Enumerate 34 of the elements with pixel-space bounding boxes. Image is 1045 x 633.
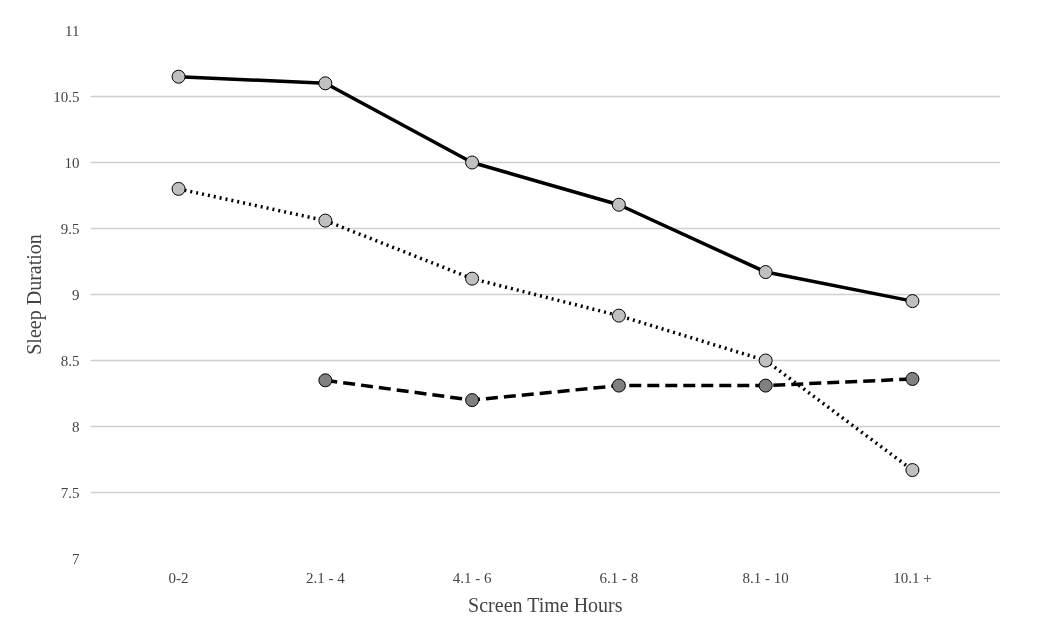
- y-tick-label: 11: [65, 22, 80, 39]
- point: [905, 371, 920, 386]
- x-tick-label: 8.1 - 10: [742, 569, 789, 586]
- point: [171, 181, 186, 196]
- point: [465, 393, 480, 408]
- point: [758, 353, 773, 368]
- point: [611, 378, 626, 393]
- point: [318, 76, 333, 91]
- point: [318, 373, 333, 388]
- point: [465, 271, 480, 286]
- y-tick-label: 9: [72, 286, 80, 303]
- y-tick-label: 8: [72, 418, 80, 435]
- point: [905, 294, 920, 309]
- y-tick-label: 10: [64, 154, 80, 171]
- point: [318, 213, 333, 228]
- x-tick-label: 2.1 - 4: [305, 569, 346, 586]
- y-tick-label: 8.5: [60, 352, 80, 369]
- x-tick-label: 6.1 - 8: [599, 569, 639, 586]
- point: [611, 308, 626, 323]
- point: [758, 265, 773, 280]
- x-axis-title: Screen Time Hours: [468, 593, 623, 616]
- point: [171, 69, 186, 84]
- y-axis-title: Sleep Duration: [23, 234, 47, 355]
- point: [611, 197, 626, 212]
- x-tick-label: 10.1 +: [893, 569, 932, 586]
- y-tick-label: 9.5: [60, 220, 80, 237]
- y-tick-label: 10.5: [53, 88, 80, 105]
- x-tick-label: 0-2: [168, 569, 189, 586]
- x-tick-label: 4.1 - 6: [452, 569, 492, 586]
- point: [758, 378, 773, 393]
- point: [905, 463, 920, 478]
- y-tick-label: 7.5: [60, 484, 80, 501]
- y-tick-label: 7: [72, 550, 80, 567]
- point: [465, 155, 480, 170]
